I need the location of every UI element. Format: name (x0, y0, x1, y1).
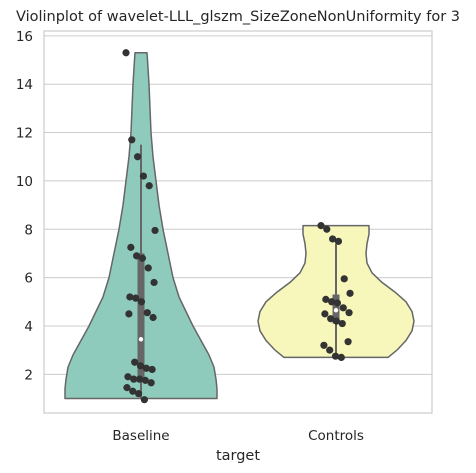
data-point (322, 295, 330, 303)
data-point (340, 275, 348, 283)
y-axis-ticks: 2 4 6 8 10 12 14 16 (16, 29, 33, 383)
data-point (144, 264, 152, 272)
data-point (141, 376, 149, 384)
data-point (326, 346, 334, 354)
data-point (345, 309, 353, 317)
data-point (124, 373, 132, 381)
data-point (139, 172, 148, 180)
data-point (134, 153, 142, 161)
x-tick-label: Baseline (112, 428, 169, 444)
data-point (129, 387, 137, 395)
y-tick-label: 4 (24, 319, 33, 335)
data-point (130, 375, 138, 383)
data-point (327, 315, 335, 323)
data-point (323, 225, 331, 233)
data-point (133, 252, 141, 260)
data-point (135, 375, 144, 383)
data-point (128, 136, 136, 144)
data-point (338, 319, 346, 328)
data-point (125, 310, 133, 318)
data-point (132, 294, 140, 302)
data-point (148, 365, 156, 374)
data-point (137, 298, 146, 306)
data-point (151, 226, 159, 235)
data-point (145, 182, 153, 190)
iqr-box (137, 253, 145, 382)
data-point (142, 364, 150, 372)
data-point (150, 278, 158, 287)
median-marker (138, 337, 144, 342)
data-point (149, 313, 157, 322)
data-point (136, 362, 145, 370)
x-axis-ticks: Baseline Controls (112, 428, 364, 444)
x-tick-label: Controls (308, 428, 364, 444)
strip-points (122, 49, 354, 404)
y-tick-label: 6 (24, 271, 33, 287)
data-point (328, 298, 336, 306)
y-tick-label: 14 (16, 77, 33, 93)
y-tick-label: 10 (16, 174, 33, 190)
data-point (331, 352, 340, 360)
data-point (126, 293, 134, 301)
data-point (147, 379, 155, 387)
data-point (333, 299, 342, 307)
data-point (321, 310, 329, 318)
median-marker (333, 308, 339, 313)
y-tick-label: 8 (24, 222, 33, 238)
data-point (127, 243, 135, 251)
data-point (337, 353, 345, 361)
data-point (344, 338, 352, 346)
data-point (317, 222, 325, 230)
data-point (123, 384, 131, 392)
data-point (131, 358, 139, 366)
data-point (339, 304, 347, 312)
data-point (138, 254, 147, 262)
data-point (320, 341, 328, 349)
data-point (332, 317, 341, 325)
y-tick-label: 2 (24, 367, 33, 383)
data-point (122, 49, 130, 57)
chart-title: Violinplot of wavelet-LLL_glszm_SizeZone… (16, 9, 460, 25)
y-tick-label: 12 (16, 126, 33, 142)
y-tick-label: 16 (16, 29, 33, 45)
data-point (143, 309, 151, 317)
x-axis-label: target (216, 448, 260, 464)
data-point (346, 289, 354, 297)
data-point (140, 396, 148, 404)
data-point (134, 390, 143, 398)
data-point (329, 235, 337, 243)
data-point (334, 237, 343, 245)
